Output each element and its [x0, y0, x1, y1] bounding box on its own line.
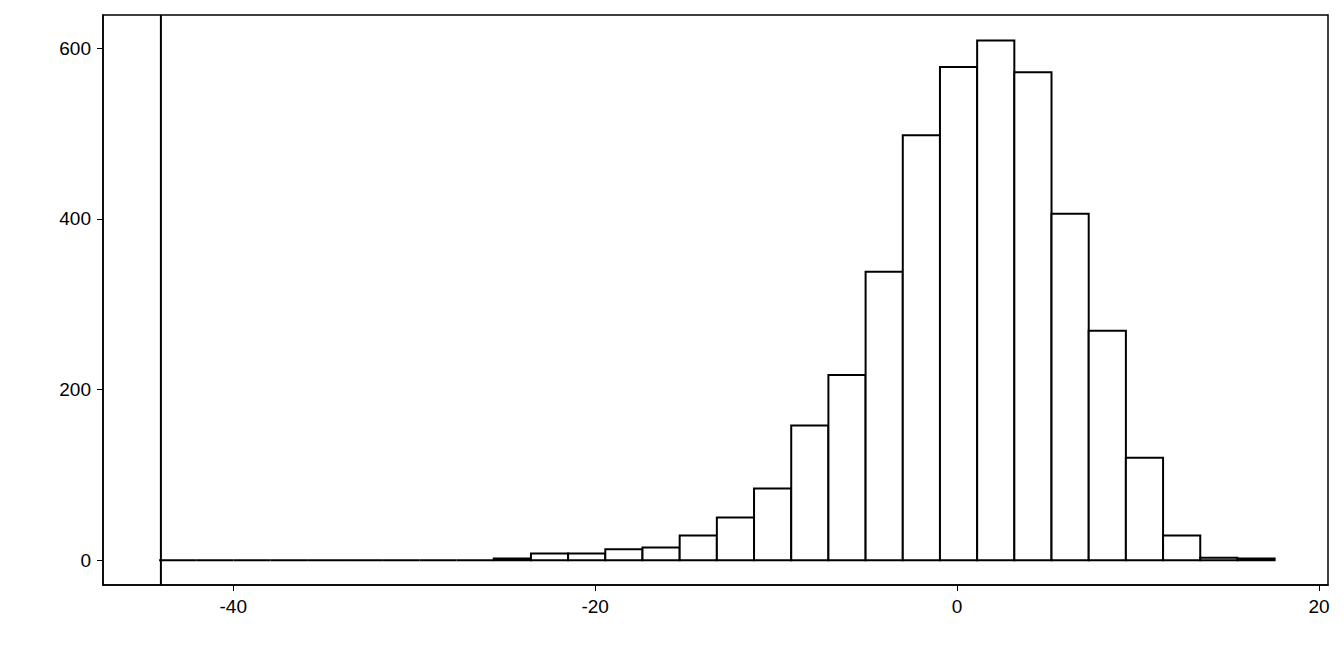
svg-text:20: 20: [1308, 596, 1329, 617]
svg-text:-20: -20: [581, 596, 608, 617]
svg-text:0: 0: [80, 550, 91, 571]
svg-text:200: 200: [59, 379, 91, 400]
svg-text:0: 0: [952, 596, 963, 617]
svg-text:-40: -40: [220, 596, 247, 617]
svg-text:400: 400: [59, 208, 91, 229]
svg-text:600: 600: [59, 38, 91, 59]
